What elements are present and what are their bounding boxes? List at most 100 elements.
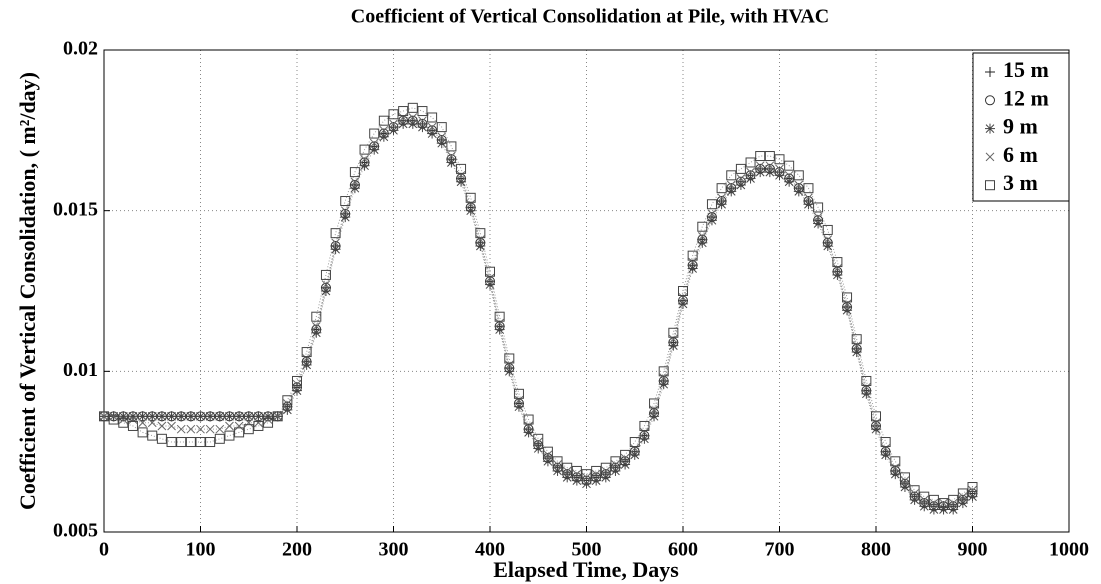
marker [137, 411, 148, 422]
marker [822, 224, 833, 235]
marker-stroke [379, 132, 389, 142]
marker-stroke [910, 489, 919, 498]
marker-stroke [185, 437, 196, 448]
marker [649, 405, 659, 415]
marker-stroke [340, 206, 350, 216]
marker-stroke [803, 183, 814, 194]
marker-stroke [524, 421, 533, 431]
marker [658, 366, 669, 377]
marker-stroke [678, 299, 688, 309]
marker-stroke [726, 170, 737, 181]
marker-stroke [600, 462, 611, 473]
marker [417, 122, 428, 133]
marker [408, 113, 418, 122]
marker-stroke [186, 424, 196, 434]
marker-stroke [485, 273, 495, 283]
marker-stroke [890, 463, 900, 473]
marker-stroke [543, 450, 553, 460]
marker-stroke [437, 138, 447, 148]
marker-stroke [292, 379, 302, 389]
marker [418, 116, 427, 126]
marker [562, 472, 573, 483]
marker-stroke [282, 395, 293, 406]
marker-stroke [813, 219, 823, 228]
marker-stroke [99, 411, 109, 421]
marker-stroke [427, 129, 437, 138]
marker-stroke [447, 151, 456, 161]
marker [861, 375, 872, 386]
marker-stroke [369, 128, 380, 139]
marker [524, 421, 533, 431]
marker [214, 433, 225, 444]
marker-stroke [697, 232, 707, 241]
marker [437, 132, 447, 142]
marker-stroke [407, 102, 418, 113]
marker [340, 196, 351, 207]
marker [928, 504, 939, 515]
marker [205, 424, 215, 434]
marker [272, 411, 283, 422]
marker [716, 199, 727, 210]
marker [774, 154, 785, 165]
marker-stroke [437, 132, 447, 142]
marker [542, 456, 553, 467]
marker [919, 491, 930, 502]
marker [919, 495, 929, 505]
marker [224, 430, 235, 441]
marker-stroke [127, 420, 138, 431]
marker [726, 186, 737, 197]
marker-stroke [871, 418, 881, 428]
marker [504, 366, 515, 377]
x-tick-label: 300 [379, 539, 409, 561]
marker [514, 395, 524, 405]
marker [678, 298, 688, 309]
marker-stroke [697, 221, 708, 232]
marker [649, 398, 660, 409]
marker [697, 237, 708, 248]
marker [225, 421, 234, 431]
marker [600, 462, 611, 473]
marker [369, 128, 380, 139]
marker [234, 427, 245, 438]
marker [880, 437, 891, 448]
marker-stroke [176, 424, 186, 434]
marker-stroke [485, 280, 495, 289]
marker-stroke [582, 473, 591, 482]
marker [513, 388, 524, 399]
marker-stroke [668, 327, 679, 338]
chart-title: Coefficient of Vertical Consolidation at… [351, 6, 830, 28]
marker-stroke [195, 437, 206, 448]
marker-stroke [350, 177, 360, 187]
marker [301, 359, 312, 370]
marker-stroke [157, 411, 167, 421]
marker-stroke [176, 437, 187, 448]
marker [398, 118, 409, 129]
marker [273, 411, 283, 421]
marker [214, 411, 225, 422]
marker-stroke [939, 498, 948, 508]
marker [330, 228, 341, 239]
x-tick-label: 700 [765, 539, 795, 561]
marker-stroke [639, 420, 650, 431]
marker [108, 414, 119, 425]
marker [939, 498, 948, 508]
marker [301, 347, 312, 358]
marker [446, 141, 457, 152]
marker [427, 112, 438, 123]
marker [196, 424, 205, 434]
marker-stroke [736, 180, 746, 190]
marker [909, 494, 920, 505]
marker-stroke [350, 183, 360, 193]
marker-stroke [678, 286, 688, 296]
marker [572, 469, 582, 479]
marker-stroke [243, 424, 254, 435]
marker-stroke [292, 386, 302, 395]
marker-stroke [688, 264, 698, 273]
marker-stroke [640, 428, 649, 437]
marker [562, 466, 572, 476]
marker-stroke [562, 462, 573, 473]
marker-stroke [225, 411, 234, 421]
marker [427, 128, 438, 139]
marker-stroke [823, 235, 833, 244]
marker-stroke [321, 280, 331, 289]
